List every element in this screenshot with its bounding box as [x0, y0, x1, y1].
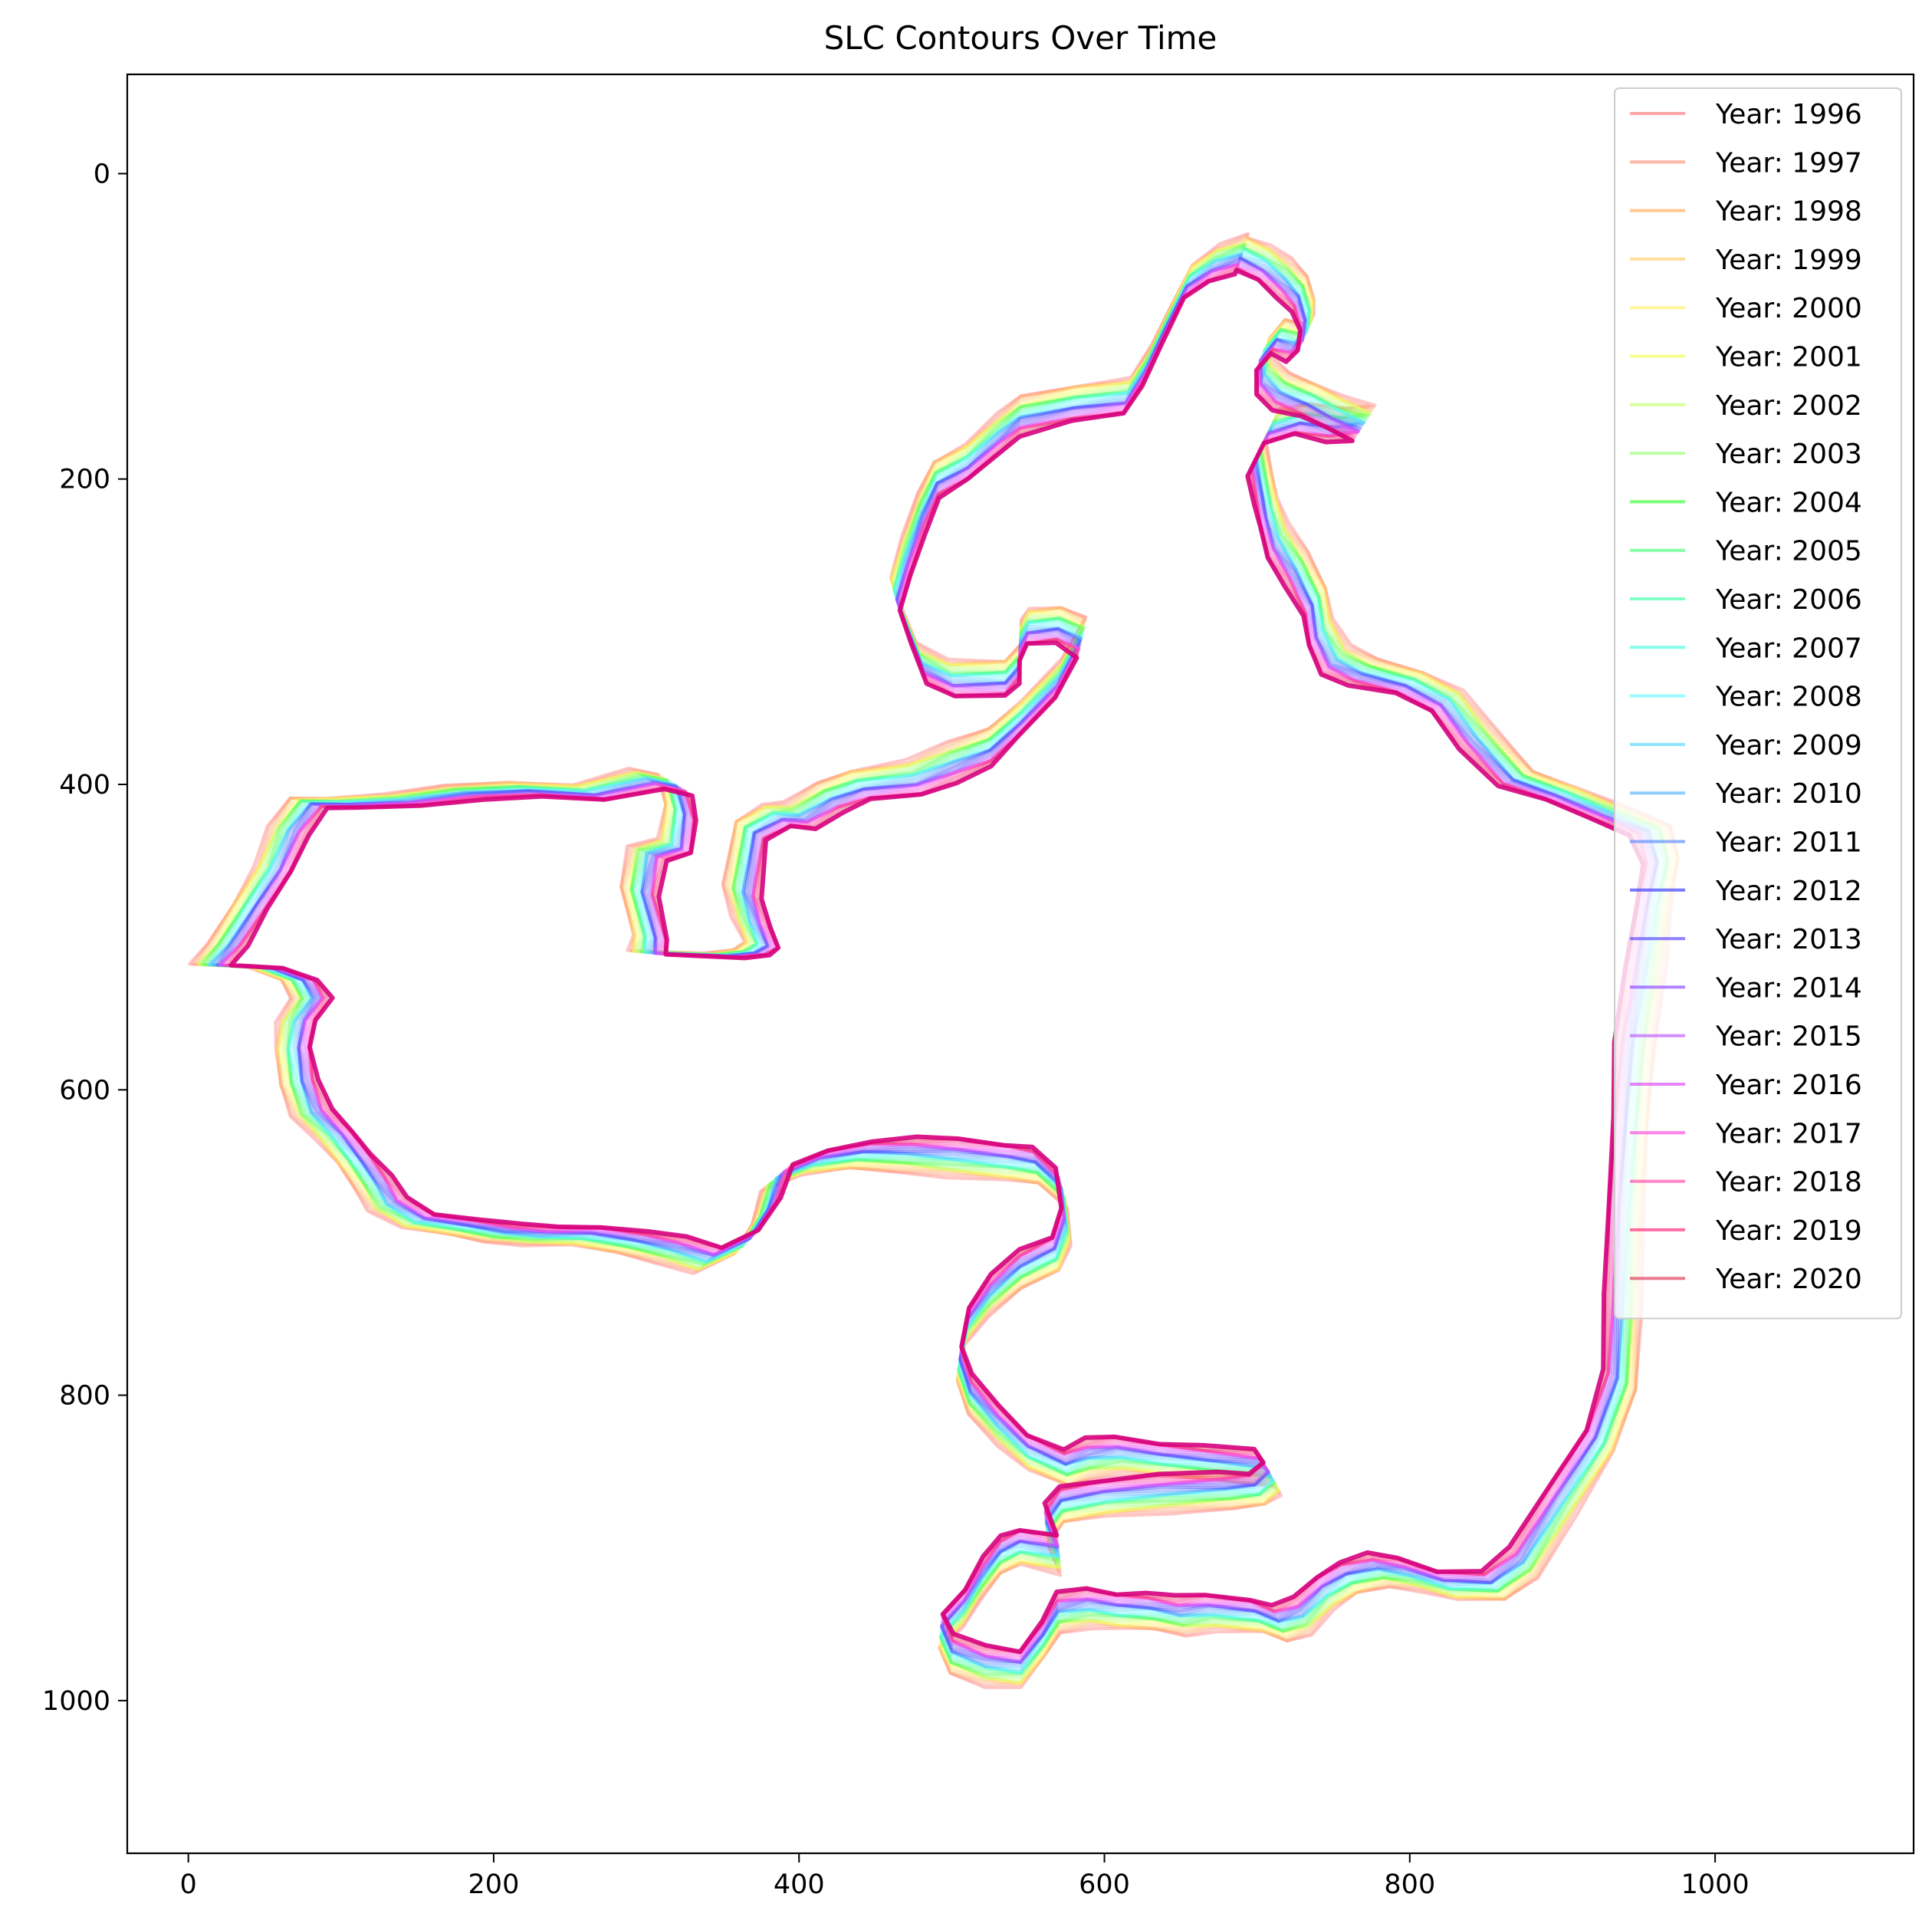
y-tick-label-2: 400 — [59, 770, 110, 801]
legend-label-21: Year: 2017 — [1715, 1118, 1862, 1149]
x-tick-label-0: 0 — [180, 1869, 197, 1900]
legend-label-23: Year: 2019 — [1715, 1215, 1862, 1247]
legend-label-1: Year: 1997 — [1715, 147, 1862, 179]
y-tick-label-1: 200 — [59, 465, 110, 495]
x-tick-label-5: 1000 — [1681, 1869, 1750, 1900]
legend-label-3: Year: 1999 — [1715, 245, 1862, 276]
contour-line-4 — [197, 238, 1677, 1685]
legend-label-8: Year: 2004 — [1715, 487, 1862, 518]
x-tick-label-4: 800 — [1384, 1869, 1435, 1900]
contour-line-7 — [198, 242, 1669, 1679]
legend-label-18: Year: 2014 — [1715, 972, 1862, 1004]
contour-line-10 — [207, 246, 1669, 1675]
x-axis: 0 200 400 600 800 1000 — [180, 1853, 1750, 1900]
y-tick-label-4: 800 — [59, 1381, 110, 1412]
plot-area — [187, 232, 1681, 1689]
y-tick-label-3: 600 — [59, 1075, 110, 1106]
contour-line-15 — [212, 254, 1659, 1665]
contour-line-3 — [196, 236, 1679, 1685]
legend-label-19: Year: 2015 — [1715, 1021, 1862, 1053]
legend-label-22: Year: 2018 — [1715, 1167, 1862, 1198]
contour-line-19 — [218, 261, 1652, 1664]
contour-line-18 — [219, 258, 1655, 1665]
legend-label-7: Year: 2003 — [1715, 439, 1862, 470]
y-tick-label-5: 1000 — [42, 1686, 110, 1717]
contour-line-0 — [187, 232, 1680, 1689]
contour-line-6 — [197, 242, 1671, 1682]
y-axis: 0 200 400 600 800 1000 — [42, 159, 127, 1717]
legend-label-24: Year: 2020 — [1715, 1264, 1862, 1295]
contour-line-20 — [218, 262, 1649, 1661]
legend-label-11: Year: 2007 — [1715, 633, 1862, 664]
legend-label-0: Year: 1996 — [1715, 99, 1862, 130]
legend-label-2: Year: 1998 — [1715, 196, 1862, 228]
contour-line-14 — [209, 252, 1659, 1668]
legend-label-10: Year: 2006 — [1715, 584, 1862, 616]
x-tick-label-2: 400 — [774, 1869, 825, 1900]
legend-label-5: Year: 2001 — [1715, 342, 1862, 373]
chart-title: SLC Contours Over Time — [824, 19, 1217, 57]
contour-line-1 — [190, 233, 1680, 1687]
contour-line-9 — [205, 246, 1670, 1675]
y-tick-label-0: 0 — [94, 159, 110, 189]
legend-label-12: Year: 2008 — [1715, 682, 1862, 713]
contour-line-16 — [215, 256, 1659, 1664]
legend-label-4: Year: 2000 — [1715, 293, 1862, 324]
legend-label-20: Year: 2016 — [1715, 1070, 1862, 1101]
contour-line-final — [228, 268, 1646, 1655]
legend-label-14: Year: 2010 — [1715, 778, 1862, 810]
legend-label-13: Year: 2009 — [1715, 730, 1862, 761]
contour-line-13 — [207, 252, 1660, 1672]
contour-line-12 — [207, 252, 1663, 1674]
legend-box — [1614, 87, 1902, 1320]
legend-label-15: Year: 2011 — [1715, 827, 1862, 859]
contour-line-5 — [197, 241, 1673, 1685]
contour-line-2 — [194, 235, 1681, 1685]
contour-line-11 — [208, 248, 1666, 1675]
contour-line-17 — [218, 256, 1658, 1664]
legend-label-17: Year: 2013 — [1715, 924, 1862, 955]
x-tick-label-3: 600 — [1079, 1869, 1130, 1900]
legend-label-9: Year: 2005 — [1715, 536, 1862, 567]
contour-line-8 — [201, 243, 1670, 1676]
axes-frame — [126, 73, 1915, 1855]
legend-label-16: Year: 2012 — [1715, 876, 1862, 907]
legend-label-6: Year: 2002 — [1715, 390, 1862, 422]
x-tick-label-1: 200 — [468, 1869, 520, 1900]
legend: Year: 1996 Year: 1997 Year: 1998 Year: 1999… — [1614, 87, 1902, 1320]
